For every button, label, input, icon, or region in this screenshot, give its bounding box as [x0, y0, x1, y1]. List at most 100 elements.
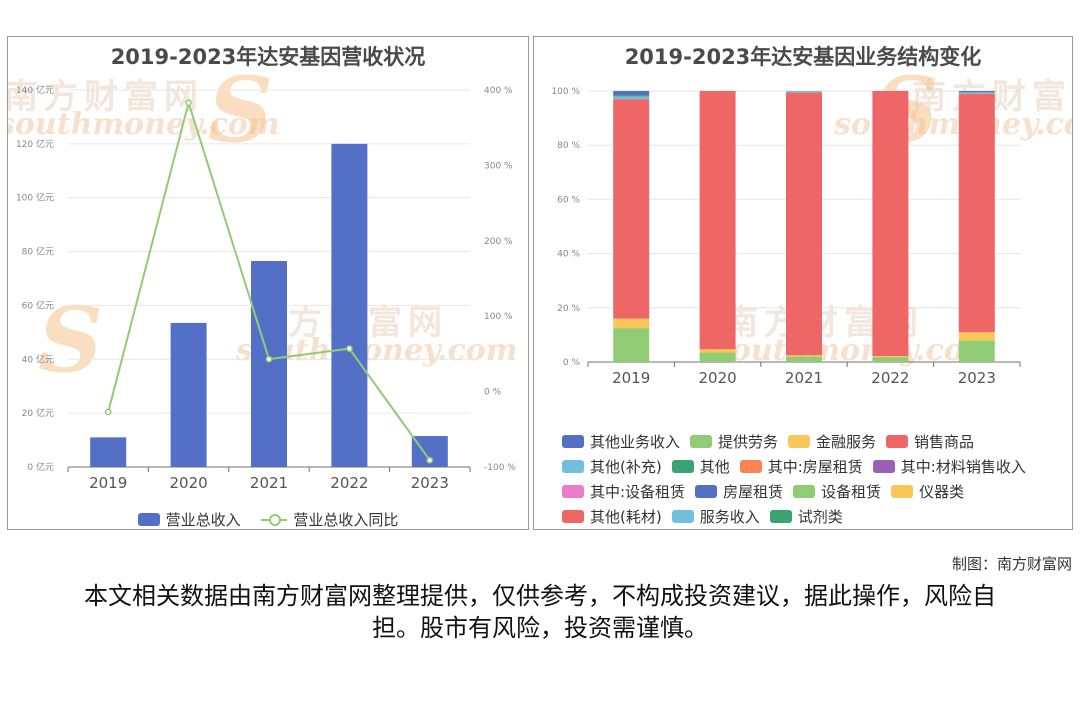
y2-tick-label: 400 %	[484, 86, 513, 96]
y-tick-label: 60 亿元	[22, 299, 54, 311]
legend-row: 其他(耗材) 服务收入 试剂类	[562, 505, 1062, 529]
bar-segment	[699, 352, 736, 362]
y-tick-label: 80 %	[557, 141, 580, 151]
bar-segment	[613, 95, 650, 97]
legend-item[interactable]: 设备租赁	[793, 480, 881, 505]
legend-label: 其中:房屋租赁	[767, 458, 863, 476]
legend-label: 营业总收入同比	[293, 511, 399, 529]
legend-swatch	[137, 513, 160, 526]
x-tick-label: 2020	[699, 369, 737, 387]
legend-swatch	[562, 460, 584, 473]
bar	[90, 437, 127, 467]
y2-tick-label: 300 %	[484, 161, 513, 171]
bar-segment	[872, 91, 909, 357]
legend-item-yoy[interactable]: 营业总收入同比	[261, 509, 399, 529]
structure-chart-panel: 南方财富网 southmoney.com S 南方财富网 southmoney.…	[533, 36, 1073, 530]
legend-label: 设备租赁	[821, 483, 882, 501]
legend-swatch	[769, 510, 792, 523]
y-tick-label: 20 亿元	[22, 407, 54, 419]
legend-swatch	[562, 435, 584, 448]
legend-swatch	[562, 485, 584, 498]
legend-swatch	[739, 460, 762, 473]
legend-label: 金融服务	[816, 433, 877, 451]
y-tick-label: 20 %	[557, 304, 580, 314]
legend-item[interactable]: 其他业务收入	[562, 430, 680, 455]
yoy-point	[104, 408, 112, 416]
legend-item[interactable]: 提供劳务	[690, 430, 778, 455]
y-tick-label: 120 亿元	[16, 138, 54, 150]
bar-segment	[613, 96, 650, 100]
chart-legend: 其他业务收入 提供劳务 金融服务 销售商品其他(补充) 其他 其中:房屋租赁 其中:材料销售…	[562, 430, 1062, 529]
bar-segment	[958, 93, 995, 333]
legend-item[interactable]: 其中:材料销售收入	[872, 455, 1026, 480]
legend-item[interactable]: 金融服务	[788, 430, 876, 455]
legend-row: 其中:设备租赁 房屋租赁 设备租赁 仪器类	[562, 480, 1062, 505]
bar-segment	[958, 340, 995, 362]
x-tick-label: 2022	[330, 474, 368, 492]
y-tick-label: 40 亿元	[22, 353, 54, 365]
bar-segment	[786, 92, 822, 356]
legend-row: 其他业务收入 提供劳务 金融服务 销售商品	[562, 430, 1062, 455]
y-tick-label: 140 亿元	[16, 84, 54, 96]
yoy-point	[265, 355, 273, 363]
legend-item[interactable]: 销售商品	[886, 430, 974, 455]
x-tick-label: 2023	[411, 474, 449, 492]
bar-segment	[958, 91, 995, 93]
legend-swatch	[261, 513, 288, 526]
yoy-point	[185, 99, 192, 107]
y-tick-label: 40 %	[557, 250, 580, 260]
legend-item[interactable]: 其他(补充)	[562, 455, 662, 480]
y-tick-label: 100 %	[551, 87, 580, 97]
bar	[251, 260, 287, 467]
bar-segment	[613, 99, 650, 319]
x-tick-label: 2020	[170, 474, 208, 492]
revenue-chart-plot: 0 亿元 20 亿元 40 亿元 60 亿元 80 亿元 100 亿元 120 亿元 140 …	[16, 84, 516, 492]
structure-chart-plot: 0 % 20 % 40 % 60 % 80 % 100 % 2019 2020 2021 2022…	[551, 87, 1021, 387]
x-tick-label: 2021	[250, 474, 288, 492]
yoy-point	[426, 456, 434, 464]
y-tick-label: 0 亿元	[27, 461, 54, 473]
legend-label: 其他(耗材)	[590, 508, 662, 526]
bar-segment	[872, 356, 909, 358]
bar-segment	[958, 332, 995, 341]
legend-label: 提供劳务	[718, 433, 779, 451]
legend-item[interactable]: 房屋租赁	[695, 480, 783, 505]
legend-item[interactable]: 其中:设备租赁	[562, 480, 685, 505]
y2-tick-label: -100 %	[484, 463, 516, 473]
bar-segment	[786, 355, 822, 357]
legend-swatch	[562, 510, 584, 523]
legend-swatch	[690, 435, 713, 448]
x-tick-label: 2022	[871, 369, 909, 387]
y2-tick-label: 200 %	[484, 237, 513, 247]
legend-item[interactable]: 其他(耗材)	[562, 505, 662, 529]
legend-swatch	[886, 435, 909, 448]
bar-segment	[699, 91, 736, 350]
legend-row: 其他(补充) 其他 其中:房屋租赁 其中:材料销售收入	[562, 455, 1062, 480]
legend-label: 服务收入	[699, 508, 760, 526]
legend-item[interactable]: 其他	[671, 455, 730, 480]
bar-segment	[613, 91, 650, 96]
legend-item[interactable]: 仪器类	[891, 480, 964, 505]
bar-segment	[958, 92, 995, 94]
bar-segment	[699, 349, 736, 353]
legend-label: 房屋租赁	[723, 483, 784, 501]
legend-item[interactable]: 其中:房屋租赁	[739, 455, 863, 480]
legend-swatch	[793, 485, 816, 498]
legend-swatch	[671, 460, 694, 473]
bar-segment	[613, 318, 650, 329]
yoy-point	[346, 345, 353, 352]
bar	[170, 322, 207, 467]
legend-item[interactable]: 服务收入	[671, 505, 760, 529]
x-tick-label: 2021	[785, 369, 823, 387]
legend-label: 销售商品	[914, 433, 975, 451]
legend-label: 试剂类	[797, 508, 843, 526]
bar-segment	[872, 357, 909, 362]
legend-item[interactable]: 试剂类	[769, 505, 843, 529]
legend-item-revenue[interactable]: 营业总收入	[137, 509, 241, 529]
x-tick-label: 2019	[89, 474, 127, 492]
legend-swatch	[695, 485, 718, 498]
y-tick-label: 80 亿元	[22, 246, 54, 258]
legend-label: 其他(补充)	[590, 458, 662, 476]
legend-label: 其中:材料销售收入	[900, 458, 1026, 476]
legend-label: 其中:设备租赁	[590, 483, 686, 501]
